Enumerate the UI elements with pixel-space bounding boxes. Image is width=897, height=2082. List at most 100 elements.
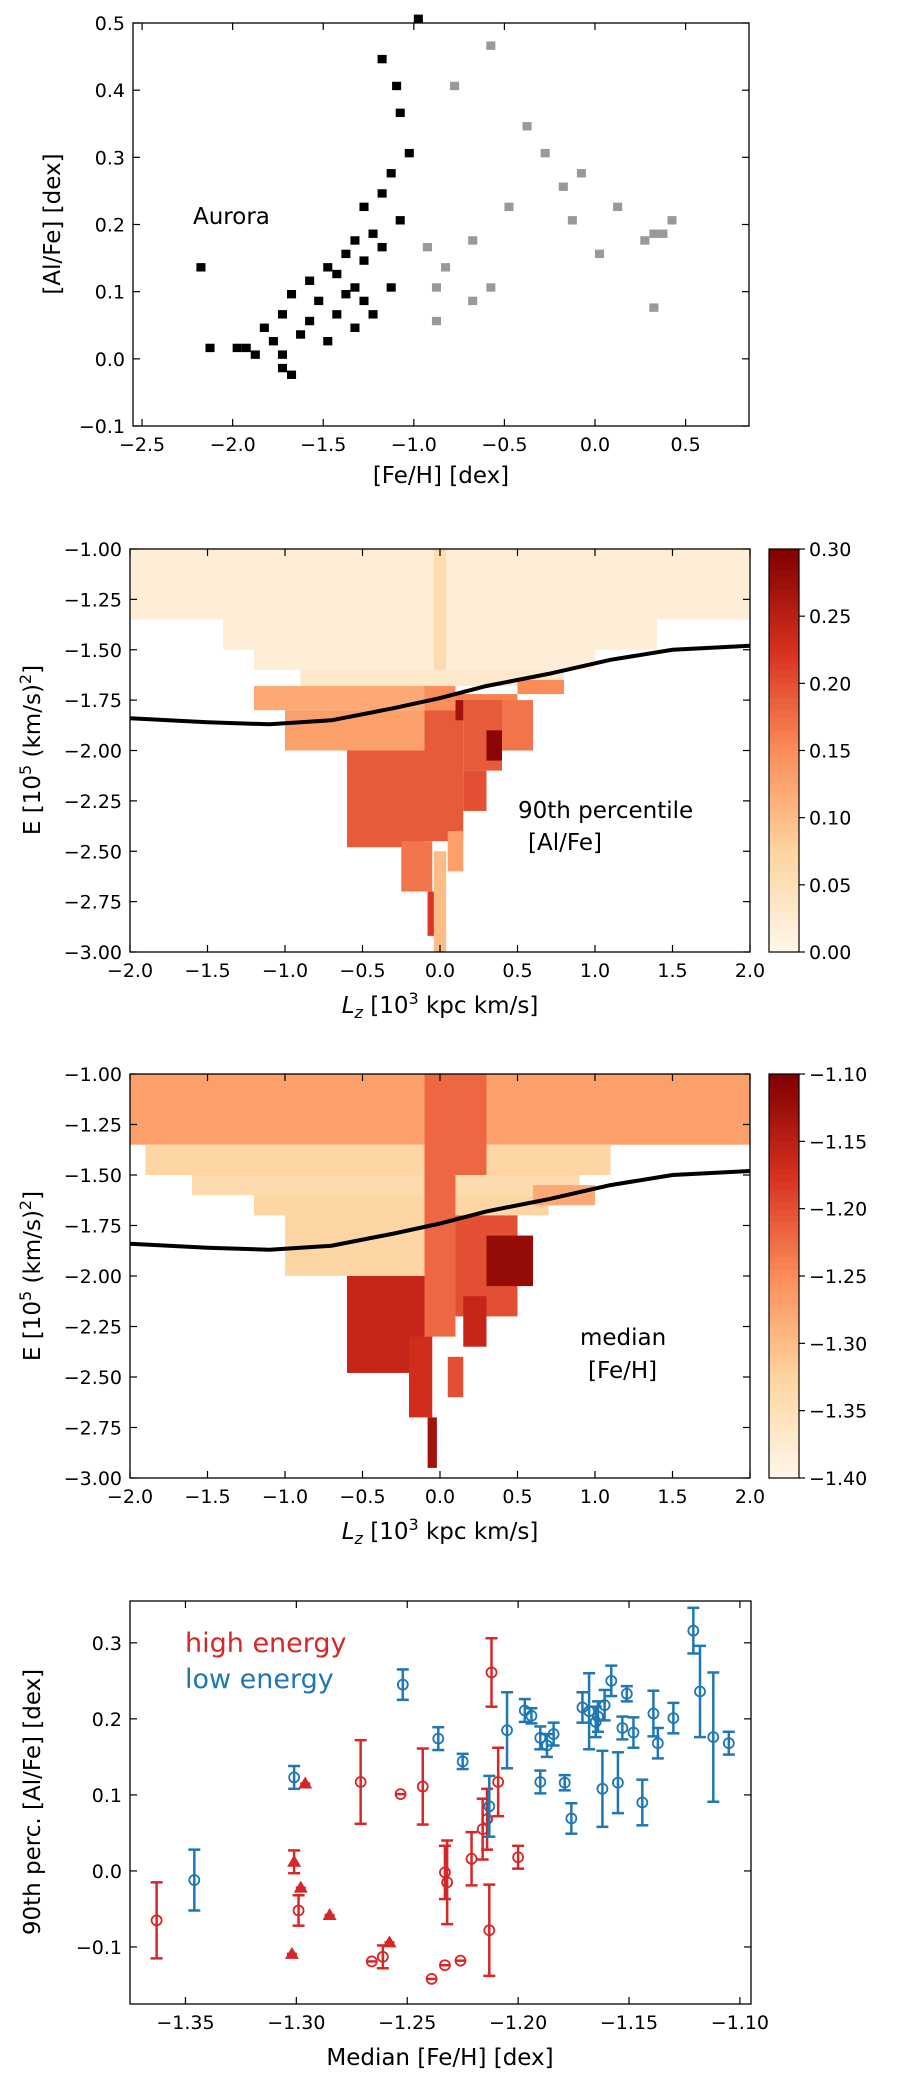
point-circle [534, 1731, 547, 1744]
p3-colorbar-segment [769, 1121, 799, 1129]
point-circle [292, 1904, 305, 1917]
p1-xtick-label: 0.5 [670, 434, 700, 456]
p3-cell [145, 1144, 611, 1175]
p2-colorbar-segment [769, 851, 799, 859]
p4-xtick-label: −1.10 [711, 2012, 769, 2034]
p2-colorbar-segment [769, 575, 799, 584]
p2-colorbar-segment [769, 690, 799, 698]
p2-colorbar-segment [769, 683, 799, 691]
p2-xtick-label: −1.5 [184, 960, 230, 982]
p2-colorbar-segment [769, 669, 799, 678]
p4-xtick-label: −1.30 [267, 2012, 325, 2034]
p2-colorbar-segment [769, 770, 799, 778]
p3-boundary-curve [129, 1169, 751, 1252]
p2-colorbar-segment [769, 945, 799, 953]
p2-colorbar-segment [769, 898, 799, 906]
p1-bin [558, 182, 568, 191]
p3-colorbar-segment [769, 1188, 799, 1196]
point-circle [558, 1776, 571, 1789]
p1-ytick-label: 0.1 [95, 282, 125, 304]
p1-bin [277, 350, 287, 359]
point-circle [481, 1813, 493, 1826]
p1-bin [323, 263, 333, 272]
p3-colorbar-segment [769, 1390, 799, 1398]
p1-bin [305, 276, 315, 285]
p1-bin [377, 54, 387, 64]
point-circle [188, 1874, 201, 1886]
p2-ytick-label: −2.00 [64, 741, 122, 763]
p3-colorbar-segment [769, 1289, 799, 1297]
p1-ytick-label: 0.3 [95, 147, 125, 169]
p2-colorbar-segment [769, 797, 799, 805]
panel-alfe-vs-feh: −2.5 −2.0 −1.5 −1.0 −0.5 0.0 0.5 −0.1 0.0 0.1 0.2 0… [40, 13, 750, 489]
p1-bin [486, 41, 496, 50]
p1-bin [232, 343, 242, 353]
p3-colorbar-segment [769, 1134, 799, 1142]
p1-bin [567, 216, 577, 225]
p1-xtick-label: −2.0 [210, 434, 256, 456]
legend-high-energy: high energy [185, 1628, 347, 1659]
p2-ytick-label: −1.25 [64, 589, 122, 611]
point-circle [694, 1685, 706, 1698]
p2-colorbar-segment [769, 730, 799, 738]
p2-colorbar-segment [769, 656, 799, 664]
p1-bin [422, 242, 432, 252]
p3-colorbar-segment [769, 1235, 799, 1243]
p2-colorbar-tick-label: 0.30 [809, 539, 851, 561]
p3-colorbar-segment [769, 1343, 799, 1351]
p1-ytick-label: −0.1 [79, 416, 125, 438]
p2-cell [486, 730, 502, 761]
p3-colorbar-segment [769, 1336, 799, 1344]
p1-bin [431, 283, 441, 292]
point-circle [376, 1950, 389, 1963]
p3-colorbar-segment [769, 1114, 799, 1122]
p2-colorbar-tick-label: 0.05 [809, 875, 851, 897]
p2-ytick-label: −1.00 [64, 539, 122, 561]
p3-colorbar-segment [769, 1249, 799, 1257]
p2-colorbar-segment [769, 676, 799, 684]
p2-colorbar-tick-label: 0.20 [809, 673, 851, 695]
p2-colorbar-segment [769, 763, 799, 772]
p1-xtick-label: −2.5 [119, 434, 165, 456]
p3-colorbar-segment [769, 1296, 799, 1304]
p2-colorbar-segment [769, 569, 799, 577]
p2-colorbar-segment [769, 837, 799, 846]
p2-ytick-label: −2.25 [64, 791, 122, 813]
legend-low-energy: low energy [185, 1664, 334, 1695]
p2-cell [254, 649, 595, 670]
p3-colorbar-segment [769, 1181, 799, 1190]
p2-colorbar-segment [769, 878, 799, 886]
p1-bin [413, 14, 423, 23]
p3-cell [424, 1074, 456, 1337]
p3-ytick-label: −1.25 [64, 1115, 122, 1137]
p3-colorbar-segment [769, 1424, 799, 1432]
p1-xtick-label: −0.5 [481, 434, 527, 456]
p1-bin [658, 229, 668, 238]
p3-cell [463, 1296, 487, 1347]
p2-colorbar-segment [769, 649, 799, 658]
p3-colorbar-segment [769, 1377, 799, 1385]
p2-annotation-line2: [Al/Fe] [528, 830, 602, 856]
p3-xtick-label: 1.5 [657, 1486, 687, 1508]
p2-colorbar-segment [769, 710, 799, 718]
p4-xtick-label: −1.25 [378, 2012, 436, 2034]
p2-colorbar-segment [769, 938, 799, 946]
p2-colorbar-segment [769, 864, 799, 872]
p3-colorbar-segment [769, 1154, 799, 1163]
p3-colorbar-tick-label: −1.40 [809, 1468, 867, 1490]
point-circle [432, 1732, 445, 1745]
p1-bin [350, 323, 360, 332]
p1-bin [277, 310, 287, 319]
p2-colorbar-segment [769, 622, 799, 631]
p3-colorbar-segment [769, 1350, 799, 1358]
p3-ylabel: E [105 (km/s)2] [16, 1191, 46, 1361]
p1-bin [268, 337, 278, 346]
p1-bin [595, 249, 605, 259]
p2-cell [347, 750, 425, 848]
p3-colorbar-segment [769, 1471, 799, 1479]
point-circle [512, 1851, 525, 1864]
p2-xtick-label: 1.5 [657, 960, 687, 982]
p3-xtick-label: 2.0 [735, 1486, 765, 1508]
p3-colorbar-segment [769, 1276, 799, 1284]
point-circle [483, 1924, 496, 1937]
